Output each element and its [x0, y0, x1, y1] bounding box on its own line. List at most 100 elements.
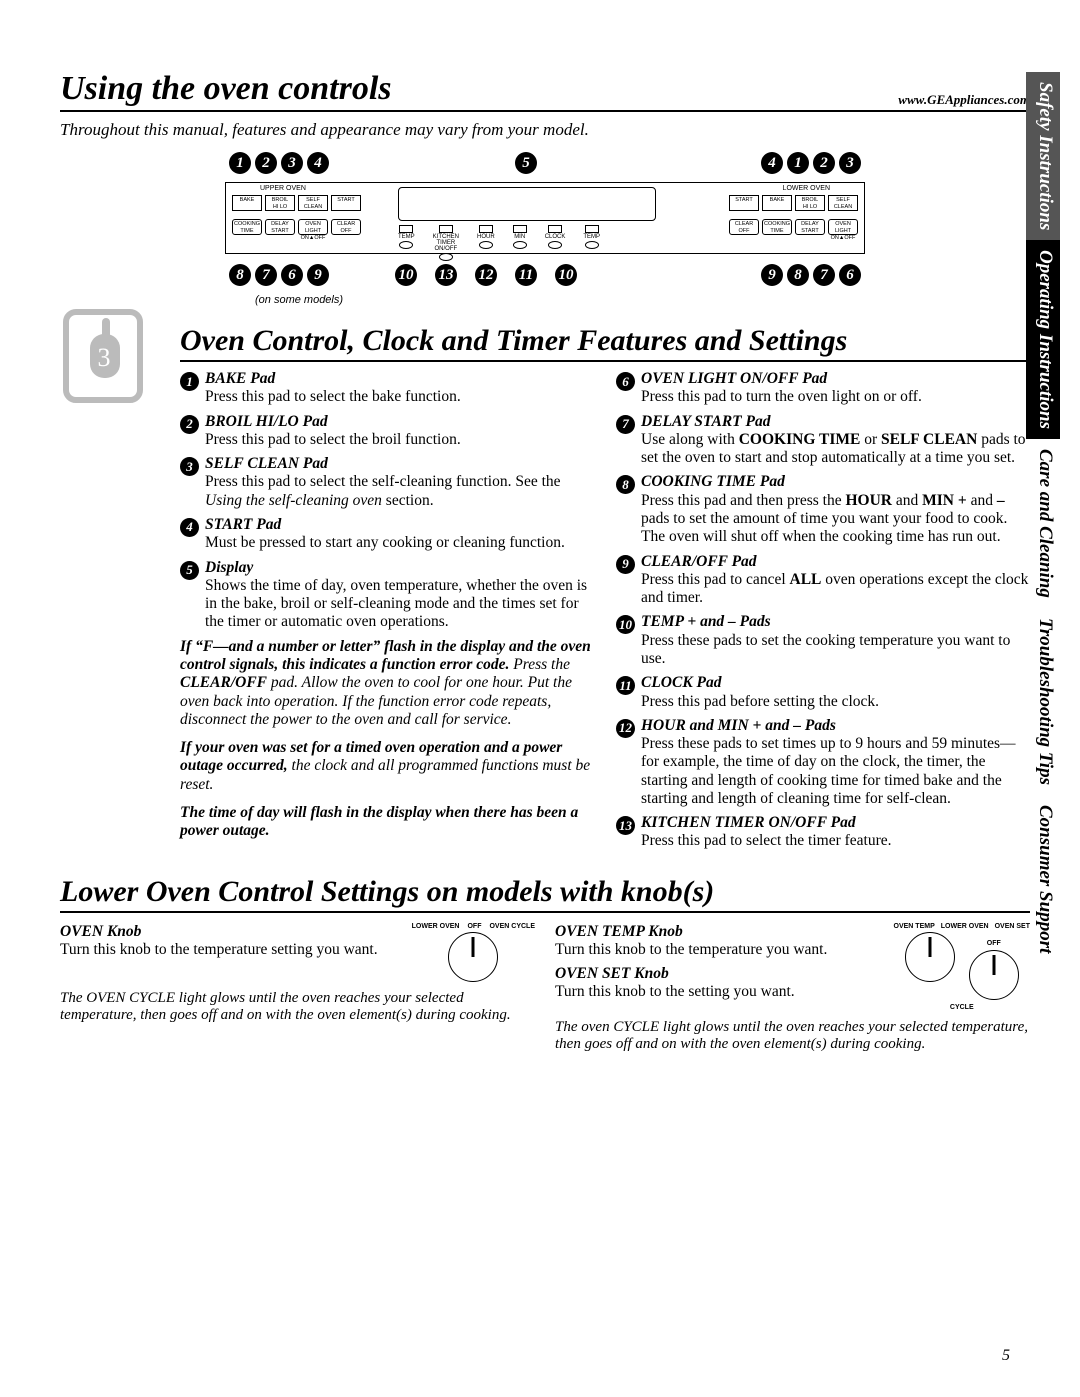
callout-4: 4 — [307, 152, 329, 174]
feature-body: Press this pad to turn the oven light on… — [641, 388, 922, 405]
callout-7: 7 — [616, 415, 635, 434]
callout-12: 12 — [475, 264, 497, 286]
panel-button: BROILHI LO — [265, 195, 295, 211]
feature-body: Press this pad to select the timer featu… — [641, 832, 892, 849]
feature-title: TEMP + and – Pads — [641, 613, 771, 630]
feature-item: 13KITCHEN TIMER ON/OFF PadPress this pad… — [616, 814, 1030, 851]
feature-title: KITCHEN TIMER ON/OFF Pad — [641, 814, 856, 831]
oven-set-knob-icon — [969, 950, 1019, 1000]
section2-heading: Lower Oven Control Settings on models wi… — [60, 875, 1030, 913]
feature-title: Display — [205, 559, 253, 576]
callout-11: 11 — [515, 264, 537, 286]
tab-care[interactable]: Care and Cleaning — [1026, 439, 1060, 608]
feature-item: 6 OVEN LIGHT ON/OFF PadPress this pad to … — [616, 370, 1030, 407]
feature-body: Use along with COOKING TIME or SELF CLEA… — [641, 431, 1026, 466]
tab-safety[interactable]: Safety Instructions — [1026, 72, 1060, 240]
feature-item: 4 START PadMust be pressed to start any c… — [180, 516, 594, 553]
lower-oven-section: OVEN Knob Turn this knob to the temperat… — [60, 923, 1030, 1054]
callout-6: 6 — [839, 264, 861, 286]
callout-1: 1 — [180, 372, 199, 391]
callout-4: 4 — [761, 152, 783, 174]
panel-button: BAKE — [762, 195, 792, 211]
callout-13: 13 — [435, 264, 457, 286]
panel-button: SELFCLEAN — [298, 195, 328, 211]
callout-10: 10 — [395, 264, 417, 286]
svg-text:3: 3 — [98, 343, 111, 372]
callout-5: 5 — [180, 561, 199, 580]
callout-6: 6 — [281, 264, 303, 286]
oven-knob-note-2: The oven CYCLE light glows until the ove… — [555, 1019, 1030, 1054]
feature-title: CLOCK Pad — [641, 674, 722, 691]
callout-3: 3 — [839, 152, 861, 174]
panel-button: COOKINGTIME — [232, 219, 262, 235]
panel-button: CLEAROFF — [729, 219, 759, 235]
panel-pad: TEMP — [398, 225, 415, 262]
callout-2: 2 — [180, 415, 199, 434]
panel-button: START — [331, 195, 361, 211]
feature-item: 1BAKE PadPress this pad to select the ba… — [180, 370, 594, 407]
callout-8: 8 — [229, 264, 251, 286]
feature-note: If “F—and a number or letter” flash in t… — [180, 638, 594, 729]
panel-pad: MIN — [513, 225, 527, 262]
callout-12: 12 — [616, 719, 635, 738]
features-list: 1BAKE PadPress this pad to select the ba… — [180, 370, 1030, 857]
feature-title: CLEAR/OFF Pad — [641, 553, 757, 570]
feature-item: 5DisplayShows the time of day, oven temp… — [180, 559, 594, 632]
panel-button: BROILHI LO — [795, 195, 825, 211]
feature-body: Press this pad to select the self-cleani… — [205, 473, 561, 508]
callout-1: 1 — [787, 152, 809, 174]
oven-knob-body: Turn this knob to the temperature settin… — [60, 941, 406, 959]
feature-title: BROIL HI/LO Pad — [205, 413, 328, 430]
callout-9: 9 — [307, 264, 329, 286]
panel-button: DELAYSTART — [265, 219, 295, 235]
tab-trouble[interactable]: Troubleshooting Tips — [1026, 608, 1060, 795]
feature-title: START Pad — [205, 516, 281, 533]
upper-oven-label: UPPER OVEN — [260, 185, 306, 192]
feature-item: 3SELF CLEAN PadPress this pad to select … — [180, 455, 594, 510]
callout-5: 5 — [515, 152, 537, 174]
feature-title: BAKE Pad — [205, 370, 275, 387]
feature-body: Press these pads to set the cooking temp… — [641, 632, 1010, 667]
panel-pad: KITCHENTIMERON/OFF — [433, 225, 459, 262]
feature-body: Press these pads to set times up to 9 ho… — [641, 735, 1016, 807]
page-number: 5 — [1002, 1347, 1010, 1365]
feature-body: Press this pad to select the broil funct… — [205, 431, 461, 448]
feature-body: Press this pad and then press the HOUR a… — [641, 492, 1007, 546]
tab-operating[interactable]: Operating Instructions — [1026, 240, 1060, 439]
feature-body: Must be pressed to start any cooking or … — [205, 534, 565, 551]
callout-9: 9 — [761, 264, 783, 286]
callout-7: 7 — [813, 264, 835, 286]
callout-7: 7 — [255, 264, 277, 286]
feature-note: The time of day will flash in the displa… — [180, 804, 594, 841]
panel-pad: TEMP — [583, 225, 600, 262]
callout-6: 6 — [616, 372, 635, 391]
feature-title: COOKING TIME Pad — [641, 473, 785, 490]
feature-title: SELF CLEAN Pad — [205, 455, 328, 472]
callout-10: 10 — [616, 615, 635, 634]
callout-1: 1 — [229, 152, 251, 174]
on-some-models: (on some models) — [255, 294, 865, 306]
oven-knob-note: The OVEN CYCLE light glows until the ove… — [60, 990, 535, 1025]
panel-pad: CLOCK — [545, 225, 566, 262]
control-panel-diagram: 1234 5 4123 UPPER OVEN LOWER OVEN BAKEBR… — [225, 152, 865, 306]
panel-button: SELFCLEAN — [828, 195, 858, 211]
oven-set-knob-body: Turn this knob to the setting you want. — [555, 983, 888, 1001]
tab-support[interactable]: Consumer Support — [1026, 795, 1060, 963]
panel-button: CLEAROFF — [331, 219, 361, 235]
feature-item: 12HOUR and MIN + and – PadsPress these p… — [616, 717, 1030, 808]
oven-knob-title: OVEN Knob — [60, 923, 406, 941]
lower-oven-label: LOWER OVEN — [783, 185, 830, 192]
callout-2: 2 — [255, 152, 277, 174]
callout-8: 8 — [787, 264, 809, 286]
callout-4: 4 — [180, 518, 199, 537]
panel-button: COOKINGTIME — [762, 219, 792, 235]
panel-button: DELAYSTART — [795, 219, 825, 235]
callout-8: 8 — [616, 475, 635, 494]
header-url: www.GEAppliances.com — [898, 92, 1030, 108]
feature-title: OVEN LIGHT ON/OFF Pad — [641, 370, 827, 387]
feature-item: 10 TEMP + and – Pads Press these pads to s… — [616, 613, 1030, 668]
oven-set-knob-title: OVEN SET Knob — [555, 965, 888, 983]
callout-3: 3 — [281, 152, 303, 174]
callout-9: 9 — [616, 555, 635, 574]
panel-box: UPPER OVEN LOWER OVEN BAKEBROILHI LOSELF… — [225, 182, 865, 254]
